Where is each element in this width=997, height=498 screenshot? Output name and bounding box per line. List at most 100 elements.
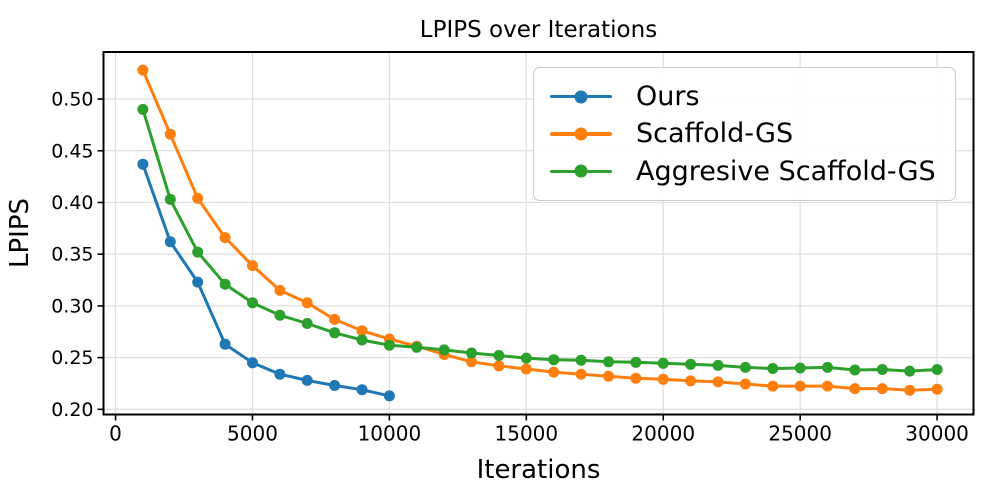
series-marker-aggresive-scaffold-gs <box>466 347 477 359</box>
y-tick-label: 0.50 <box>51 89 93 111</box>
series-marker-scaffold-gs <box>904 384 916 396</box>
series-marker-aggresive-scaffold-gs <box>548 354 560 366</box>
series-marker-scaffold-gs <box>794 380 806 392</box>
series-marker-aggresive-scaffold-gs <box>493 350 505 361</box>
x-tick-label: 5000 <box>227 422 278 446</box>
series-marker-scaffold-gs <box>712 376 724 388</box>
legend-label-scaffold-gs: Scaffold-GS <box>636 118 794 150</box>
series-marker-scaffold-gs <box>274 284 286 296</box>
series-marker-ours <box>137 158 149 170</box>
series-marker-scaffold-gs <box>657 373 669 385</box>
legend: Ours Scaffold-GS Aggresive Scaffold-GS <box>533 67 956 201</box>
series-marker-scaffold-gs <box>575 368 587 380</box>
x-tick-label: 25000 <box>768 422 832 446</box>
series-marker-aggresive-scaffold-gs <box>767 363 779 374</box>
series-marker-scaffold-gs <box>466 356 477 368</box>
legend-entry-scaffold-gs: Scaffold-GS <box>550 119 939 149</box>
series-marker-scaffold-gs <box>849 383 861 395</box>
series-marker-scaffold-gs <box>630 372 642 384</box>
x-tick-label: 30000 <box>905 422 969 446</box>
series-marker-scaffold-gs <box>739 378 751 390</box>
series-marker-aggresive-scaffold-gs <box>603 356 614 368</box>
series-line-ours <box>141 162 391 398</box>
series-marker-aggresive-scaffold-gs <box>712 359 724 371</box>
x-tick-label: 0 <box>109 422 122 446</box>
series-marker-ours <box>383 390 395 402</box>
x-tick-label: 15000 <box>495 422 559 446</box>
series-marker-scaffold-gs <box>822 380 833 392</box>
legend-entry-aggresive-scaffold-gs: Aggresive Scaffold-GS <box>550 155 939 187</box>
series-marker-aggresive-scaffold-gs <box>931 364 943 375</box>
legend-marker-dot-ours <box>574 90 588 104</box>
series-marker-scaffold-gs <box>356 325 368 337</box>
legend-label-ours: Ours <box>636 80 700 112</box>
series-marker-scaffold-gs <box>219 232 231 244</box>
series-marker-aggresive-scaffold-gs <box>630 356 642 368</box>
series-marker-ours <box>301 374 313 386</box>
series-marker-aggresive-scaffold-gs <box>822 361 833 373</box>
series-marker-scaffold-gs <box>301 297 313 309</box>
series-marker-ours <box>164 236 176 248</box>
series-marker-aggresive-scaffold-gs <box>794 362 806 374</box>
series-marker-scaffold-gs <box>767 380 779 392</box>
series-marker-aggresive-scaffold-gs <box>192 246 204 258</box>
series-marker-aggresive-scaffold-gs <box>219 278 231 290</box>
series-marker-ours <box>356 384 368 396</box>
y-tick-label: 0.40 <box>51 192 93 214</box>
y-tick-label: 0.25 <box>51 347 93 369</box>
legend-entry-ours: Ours <box>550 82 939 112</box>
series-marker-aggresive-scaffold-gs <box>274 309 286 321</box>
x-axis-label: Iterations <box>476 455 601 485</box>
series-marker-aggresive-scaffold-gs <box>356 334 368 346</box>
series-marker-scaffold-gs <box>876 383 888 395</box>
series-marker-aggresive-scaffold-gs <box>164 193 176 205</box>
chart-title: LPIPS over Iterations <box>419 17 658 43</box>
series-marker-aggresive-scaffold-gs <box>329 327 341 339</box>
series-marker-aggresive-scaffold-gs <box>849 364 861 376</box>
x-tick-label: 20000 <box>631 422 695 446</box>
series-marker-scaffold-gs <box>931 383 943 395</box>
series-marker-scaffold-gs <box>493 360 505 372</box>
series-marker-aggresive-scaffold-gs <box>904 365 916 377</box>
y-tick-label: 0.35 <box>51 244 93 266</box>
series-marker-ours <box>329 380 341 391</box>
series-marker-ours <box>274 368 286 380</box>
series-marker-aggresive-scaffold-gs <box>876 364 888 375</box>
legend-line-sample-scaffold-gs <box>550 127 612 141</box>
y-tick-label: 0.30 <box>51 295 93 317</box>
series-marker-aggresive-scaffold-gs <box>520 352 532 364</box>
series-marker-scaffold-gs <box>247 260 258 272</box>
series-marker-scaffold-gs <box>520 363 532 375</box>
axes-spines <box>102 51 975 416</box>
series-marker-scaffold-gs <box>685 375 697 387</box>
legend-label-aggresive-scaffold-gs: Aggresive Scaffold-GS <box>636 155 936 187</box>
series-marker-scaffold-gs <box>192 192 204 204</box>
series-marker-ours <box>192 276 204 288</box>
y-tick-label: 0.45 <box>51 140 93 162</box>
series-marker-aggresive-scaffold-gs <box>247 297 258 309</box>
series-marker-scaffold-gs <box>548 366 560 378</box>
series-marker-aggresive-scaffold-gs <box>383 339 395 351</box>
legend-line-sample-ours <box>550 90 612 104</box>
legend-marker-dot-scaffold-gs <box>574 127 588 141</box>
series-marker-scaffold-gs <box>164 128 176 140</box>
series-marker-aggresive-scaffold-gs <box>411 341 423 353</box>
series-marker-aggresive-scaffold-gs <box>575 354 587 366</box>
series-marker-ours <box>247 357 258 369</box>
series-marker-aggresive-scaffold-gs <box>657 357 669 369</box>
legend-marker-dot-aggresive-scaffold-gs <box>574 164 588 178</box>
series-marker-ours <box>219 338 231 350</box>
series-marker-scaffold-gs <box>137 64 149 76</box>
x-tick-label: 10000 <box>358 422 422 446</box>
series-marker-aggresive-scaffold-gs <box>438 344 450 356</box>
series-marker-scaffold-gs <box>329 313 341 325</box>
y-tick-label: 0.20 <box>51 399 93 421</box>
legend-line-sample-aggresive-scaffold-gs <box>550 164 612 178</box>
series-marker-aggresive-scaffold-gs <box>301 318 313 329</box>
series-marker-scaffold-gs <box>603 370 614 382</box>
y-axis-label: LPIPS <box>5 197 35 269</box>
series-marker-aggresive-scaffold-gs <box>739 361 751 373</box>
series-marker-aggresive-scaffold-gs <box>137 103 149 115</box>
series-marker-aggresive-scaffold-gs <box>685 358 697 370</box>
